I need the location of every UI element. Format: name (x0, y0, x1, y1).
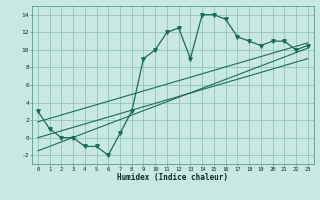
X-axis label: Humidex (Indice chaleur): Humidex (Indice chaleur) (117, 173, 228, 182)
